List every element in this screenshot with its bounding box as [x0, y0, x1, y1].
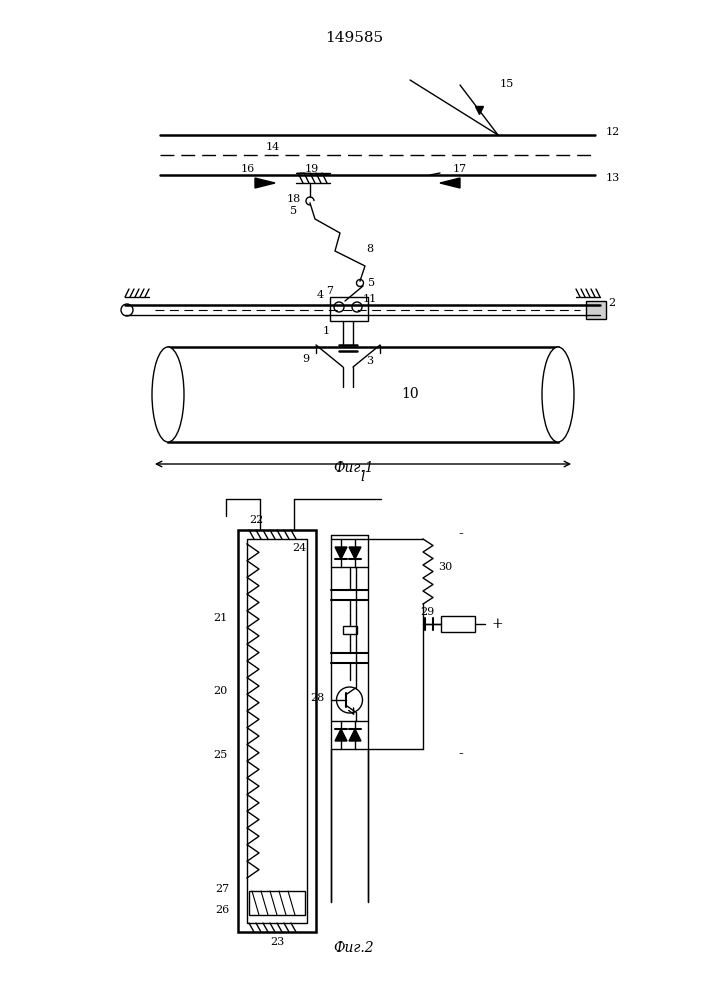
- Text: Фиг.1: Фиг.1: [334, 461, 374, 475]
- Text: 18: 18: [287, 194, 301, 204]
- Circle shape: [121, 304, 133, 316]
- Text: 23: 23: [270, 937, 284, 947]
- Polygon shape: [440, 178, 460, 188]
- Bar: [168, 347, 558, 442]
- Bar: [330, 297, 368, 321]
- Text: 24: 24: [292, 543, 306, 553]
- Bar: [238, 530, 316, 932]
- Text: l: l: [361, 470, 366, 484]
- Circle shape: [337, 687, 363, 713]
- Polygon shape: [335, 729, 347, 741]
- Text: Фиг.2: Фиг.2: [334, 941, 374, 955]
- Text: 30: 30: [438, 562, 452, 572]
- Bar: [247, 539, 307, 923]
- Text: 27: 27: [215, 884, 229, 894]
- Bar: [441, 616, 475, 632]
- Text: 5: 5: [291, 206, 298, 216]
- Text: -: -: [459, 747, 463, 761]
- Text: 7: 7: [327, 286, 334, 296]
- Text: 17: 17: [453, 164, 467, 174]
- Bar: [342, 626, 356, 634]
- Text: 16: 16: [241, 164, 255, 174]
- Circle shape: [334, 302, 344, 312]
- Ellipse shape: [542, 347, 574, 442]
- Bar: [586, 301, 606, 319]
- Text: 28: 28: [310, 693, 324, 703]
- Text: +: +: [491, 617, 503, 631]
- Text: 20: 20: [213, 686, 227, 696]
- Polygon shape: [255, 178, 275, 188]
- Polygon shape: [349, 729, 361, 741]
- Ellipse shape: [152, 347, 184, 442]
- Text: 9: 9: [303, 354, 310, 364]
- Text: 149585: 149585: [325, 31, 383, 45]
- Text: 3: 3: [366, 356, 373, 366]
- Text: 29: 29: [420, 607, 434, 617]
- Text: 25: 25: [213, 750, 227, 760]
- Text: -: -: [459, 527, 463, 541]
- Text: 13: 13: [606, 173, 620, 183]
- Text: 1: 1: [322, 326, 329, 336]
- Circle shape: [352, 302, 362, 312]
- Text: 12: 12: [606, 127, 620, 137]
- Text: 21: 21: [213, 613, 227, 623]
- Text: 8: 8: [366, 244, 373, 254]
- Text: 14: 14: [266, 142, 280, 152]
- Bar: [249, 891, 305, 915]
- Text: 4: 4: [317, 290, 324, 300]
- Text: 22: 22: [249, 515, 263, 525]
- Polygon shape: [349, 547, 361, 559]
- Text: 19: 19: [305, 164, 319, 174]
- Text: 15: 15: [500, 79, 514, 89]
- Text: 11: 11: [363, 294, 377, 304]
- Text: 26: 26: [215, 905, 229, 915]
- Text: 10: 10: [401, 387, 419, 401]
- Text: 2: 2: [609, 298, 616, 308]
- Text: 5: 5: [368, 278, 375, 288]
- Polygon shape: [335, 547, 347, 559]
